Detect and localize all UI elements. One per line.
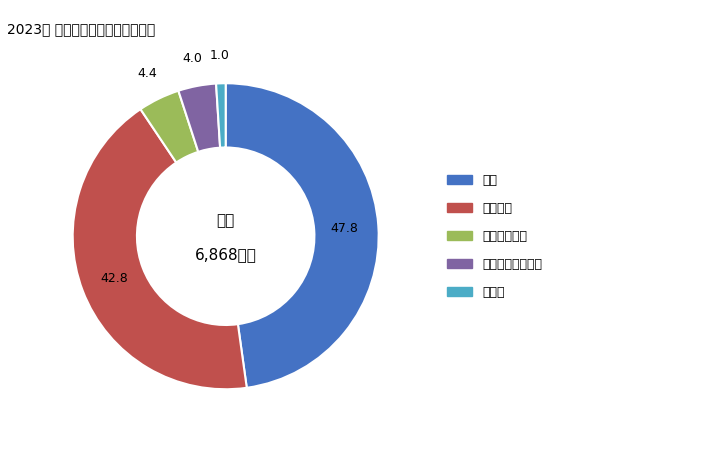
Wedge shape [226, 83, 379, 388]
Wedge shape [73, 109, 247, 389]
Text: 6,868億円: 6,868億円 [195, 247, 256, 262]
Text: 総額: 総額 [216, 213, 235, 229]
Text: 4.4: 4.4 [137, 68, 157, 81]
Text: 42.8: 42.8 [100, 272, 128, 285]
Legend: 米国, ブラジル, アルゼンチン, 南アフリカ共和国, その他: 米国, ブラジル, アルゼンチン, 南アフリカ共和国, その他 [443, 169, 547, 304]
Text: 2023年 輸入相手国のシェア（％）: 2023年 輸入相手国のシェア（％） [7, 22, 156, 36]
Text: 1.0: 1.0 [210, 50, 230, 62]
Wedge shape [216, 83, 226, 148]
Text: 4.0: 4.0 [182, 52, 202, 65]
Text: 47.8: 47.8 [331, 221, 359, 234]
Wedge shape [141, 91, 198, 162]
Wedge shape [178, 84, 220, 152]
